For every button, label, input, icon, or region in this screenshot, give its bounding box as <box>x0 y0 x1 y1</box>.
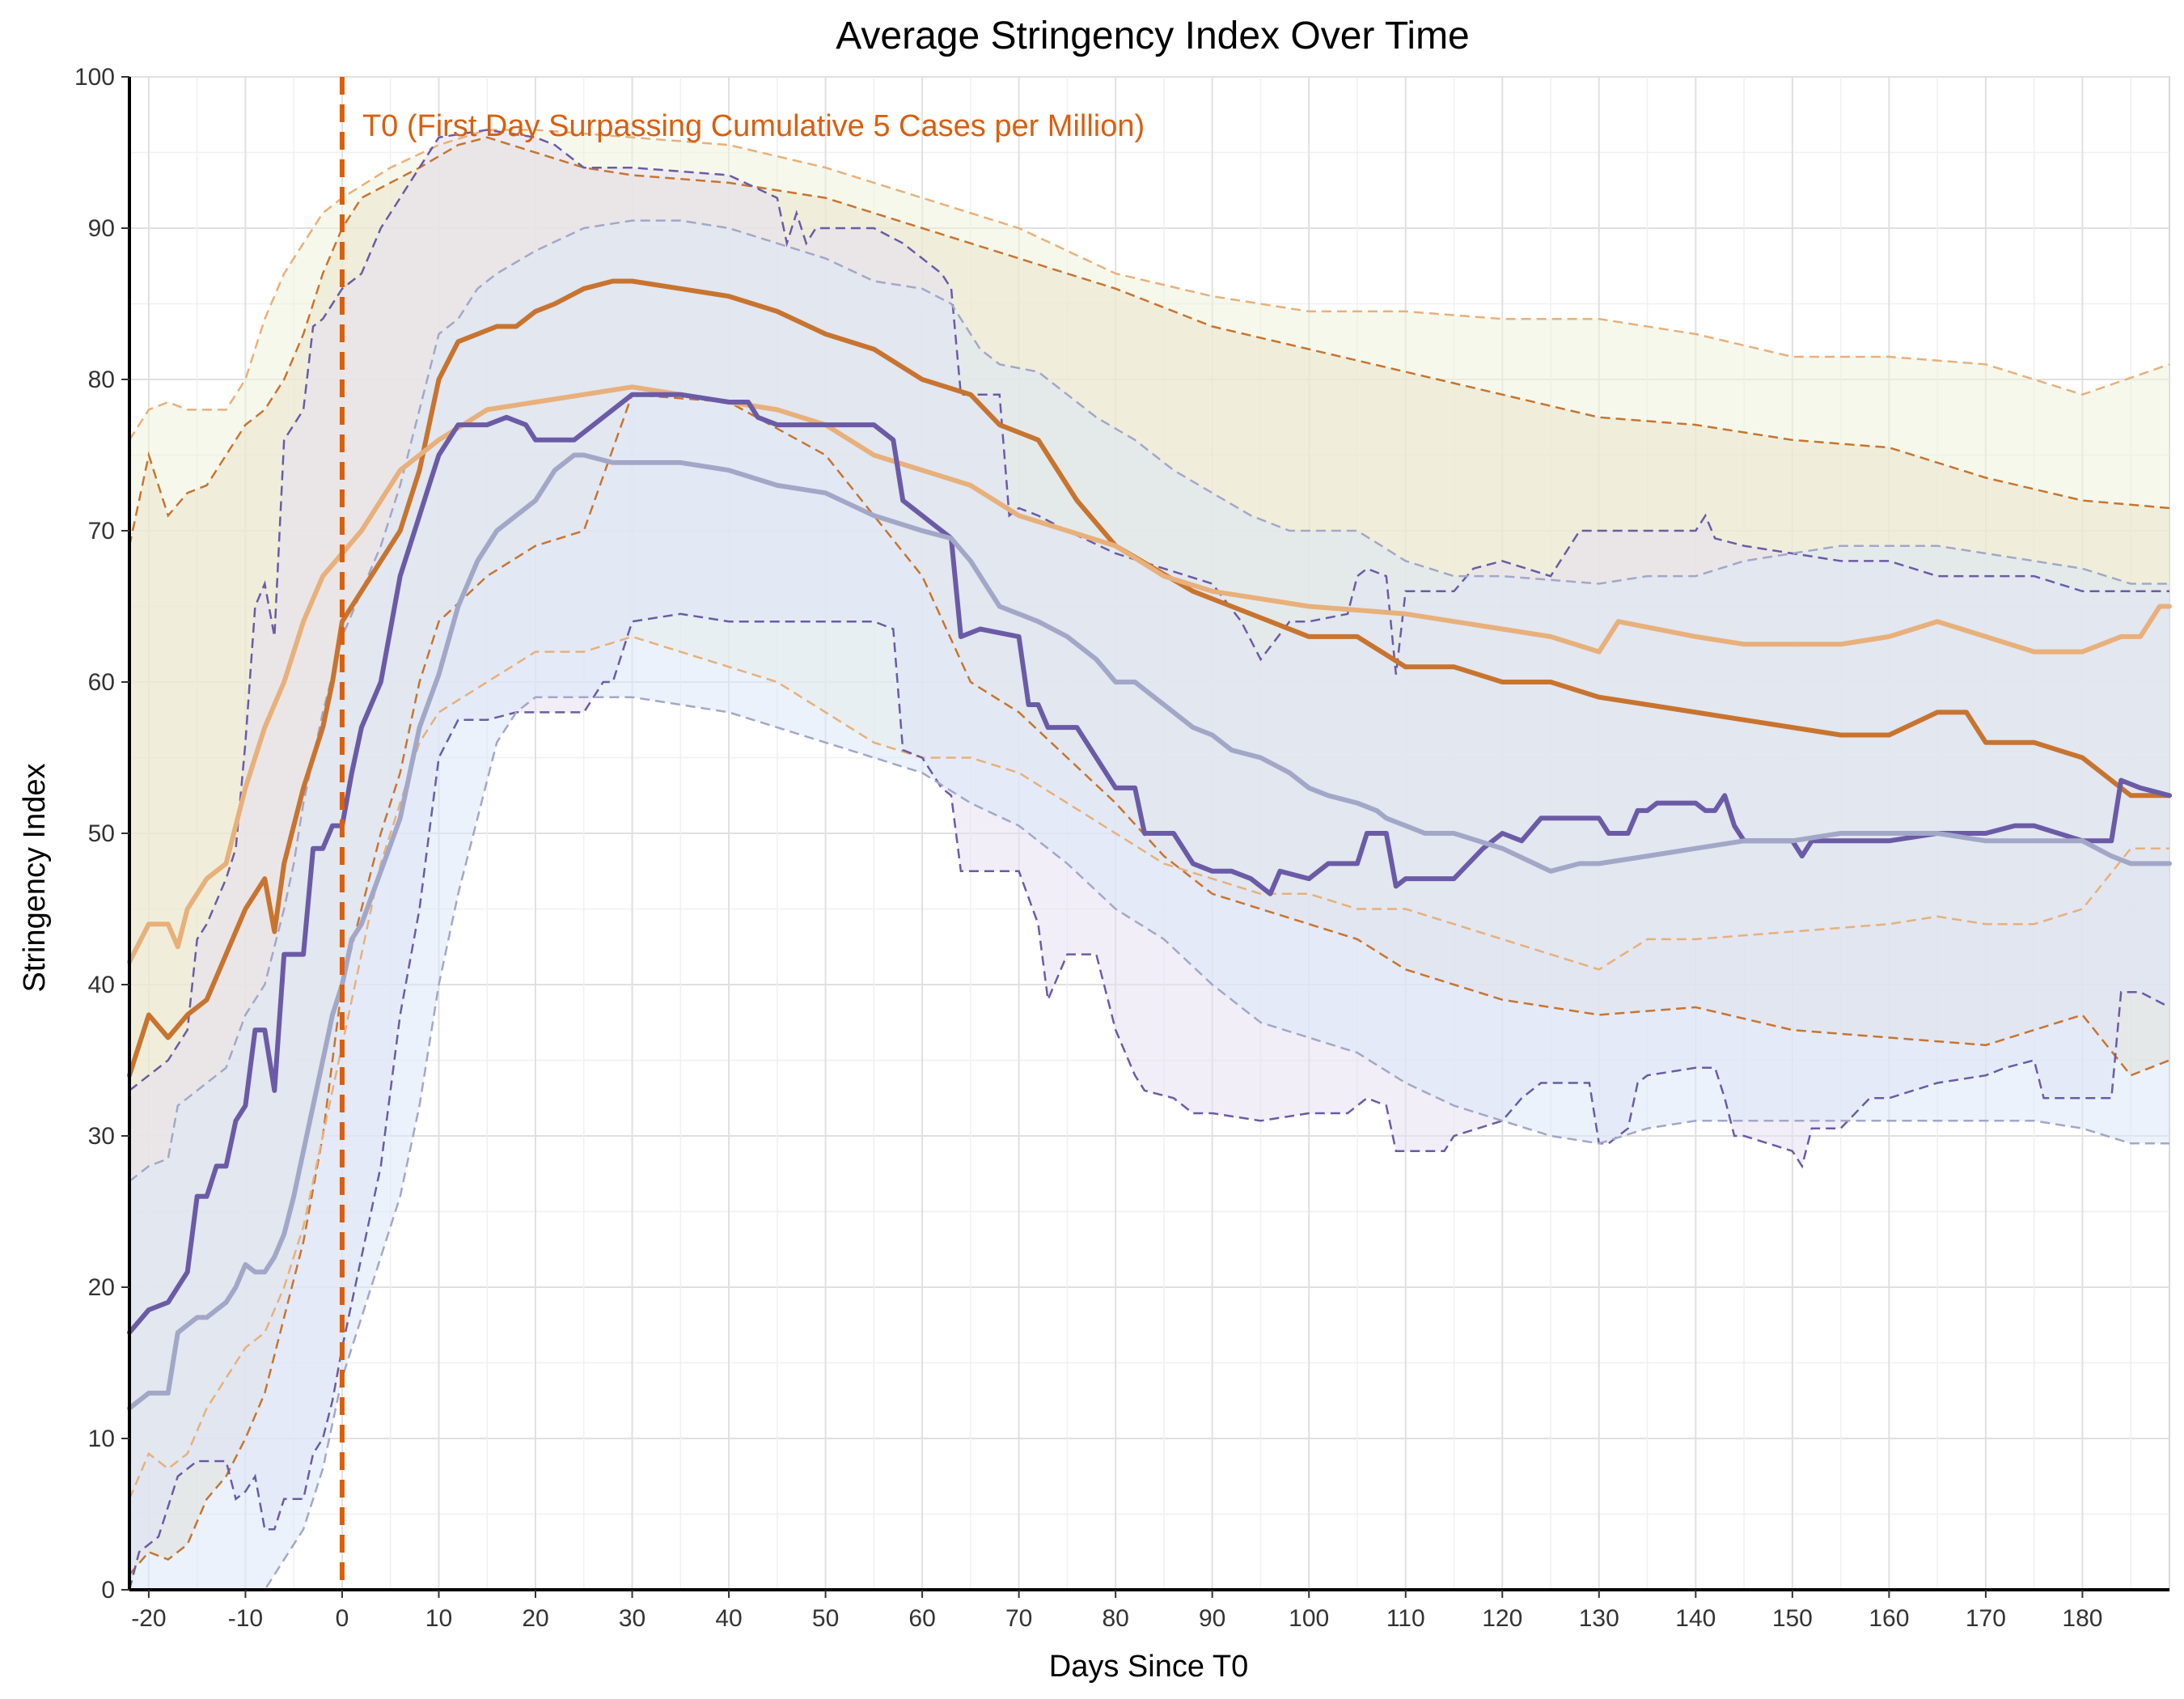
lower-bound-line-series-1 <box>129 393 2170 1576</box>
upper-bound-line-series-4 <box>129 219 2169 1183</box>
y-tick-label: 80 <box>88 366 115 393</box>
lower-bound-line-series-4 <box>129 696 2169 1591</box>
lower-bound-line-series-3 <box>128 612 2170 1591</box>
x-tick-label: 110 <box>1386 1605 1425 1632</box>
x-tick-label: 90 <box>1199 1605 1225 1632</box>
y-tick-label: 70 <box>88 518 115 544</box>
x-tick-label: -20 <box>131 1605 166 1632</box>
x-tick-label: 30 <box>619 1605 645 1632</box>
y-tick-label: 100 <box>74 64 115 91</box>
x-tick-label: 100 <box>1289 1605 1329 1632</box>
y-tick-label: 50 <box>88 820 115 847</box>
upper-bound-line-series-1 <box>128 136 2170 546</box>
y-axis-title: Stringency Index <box>18 763 52 992</box>
upper-bound-line-series-2 <box>128 129 2170 441</box>
x-axis-title: Days Since T0 <box>1049 1650 1248 1684</box>
mean-line-series-3 <box>127 392 2172 1336</box>
x-tick-label: -10 <box>228 1605 263 1632</box>
y-tick-label: 0 <box>101 1577 115 1604</box>
tick-labels: -20 -10 0 10 20 30 40 50 60 70 80 90 100 110 120 130 140… <box>74 64 2103 1632</box>
y-tick-label: 20 <box>88 1274 115 1301</box>
x-tick-label: 170 <box>1966 1605 2006 1632</box>
mean-lines-layer <box>127 77 2172 1590</box>
ribbon-layer <box>129 129 2169 1591</box>
y-tick-label: 90 <box>88 215 115 242</box>
x-tick-label: 10 <box>425 1605 452 1632</box>
x-tick-label: 140 <box>1675 1605 1716 1632</box>
chart-title: Average Stringency Index Over Time <box>836 15 1470 57</box>
upper-bound-line-series-3 <box>129 129 2169 1091</box>
lower-bound-line-series-2 <box>128 635 2169 1500</box>
x-tick-label: 150 <box>1772 1605 1813 1632</box>
y-tick-label: 40 <box>88 972 115 998</box>
t0-annotation: T0 (First Day Surpassing Cumulative 5 Ca… <box>362 109 1145 143</box>
x-tick-label: 130 <box>1579 1605 1619 1632</box>
x-tick-label: 20 <box>522 1605 548 1632</box>
x-tick-label: 120 <box>1482 1605 1522 1632</box>
x-tick-label: 40 <box>715 1605 742 1632</box>
x-tick-label: 70 <box>1005 1605 1032 1632</box>
x-tick-label: 50 <box>812 1605 839 1632</box>
x-tick-label: 60 <box>908 1605 935 1632</box>
x-tick-label: 80 <box>1102 1605 1128 1632</box>
x-tick-label: 0 <box>336 1605 349 1632</box>
x-tick-label: 160 <box>1869 1605 1909 1632</box>
ribbon-series-4 <box>129 220 2169 1591</box>
x-tick-label: 180 <box>2062 1605 2102 1632</box>
y-tick-label: 30 <box>88 1123 115 1150</box>
mean-line-series-4 <box>127 452 2172 1411</box>
y-tick-label: 60 <box>88 669 115 696</box>
mean-line-series-1 <box>127 278 2172 1078</box>
y-tick-label: 10 <box>88 1426 115 1452</box>
bound-lines-layer <box>128 129 2170 1591</box>
